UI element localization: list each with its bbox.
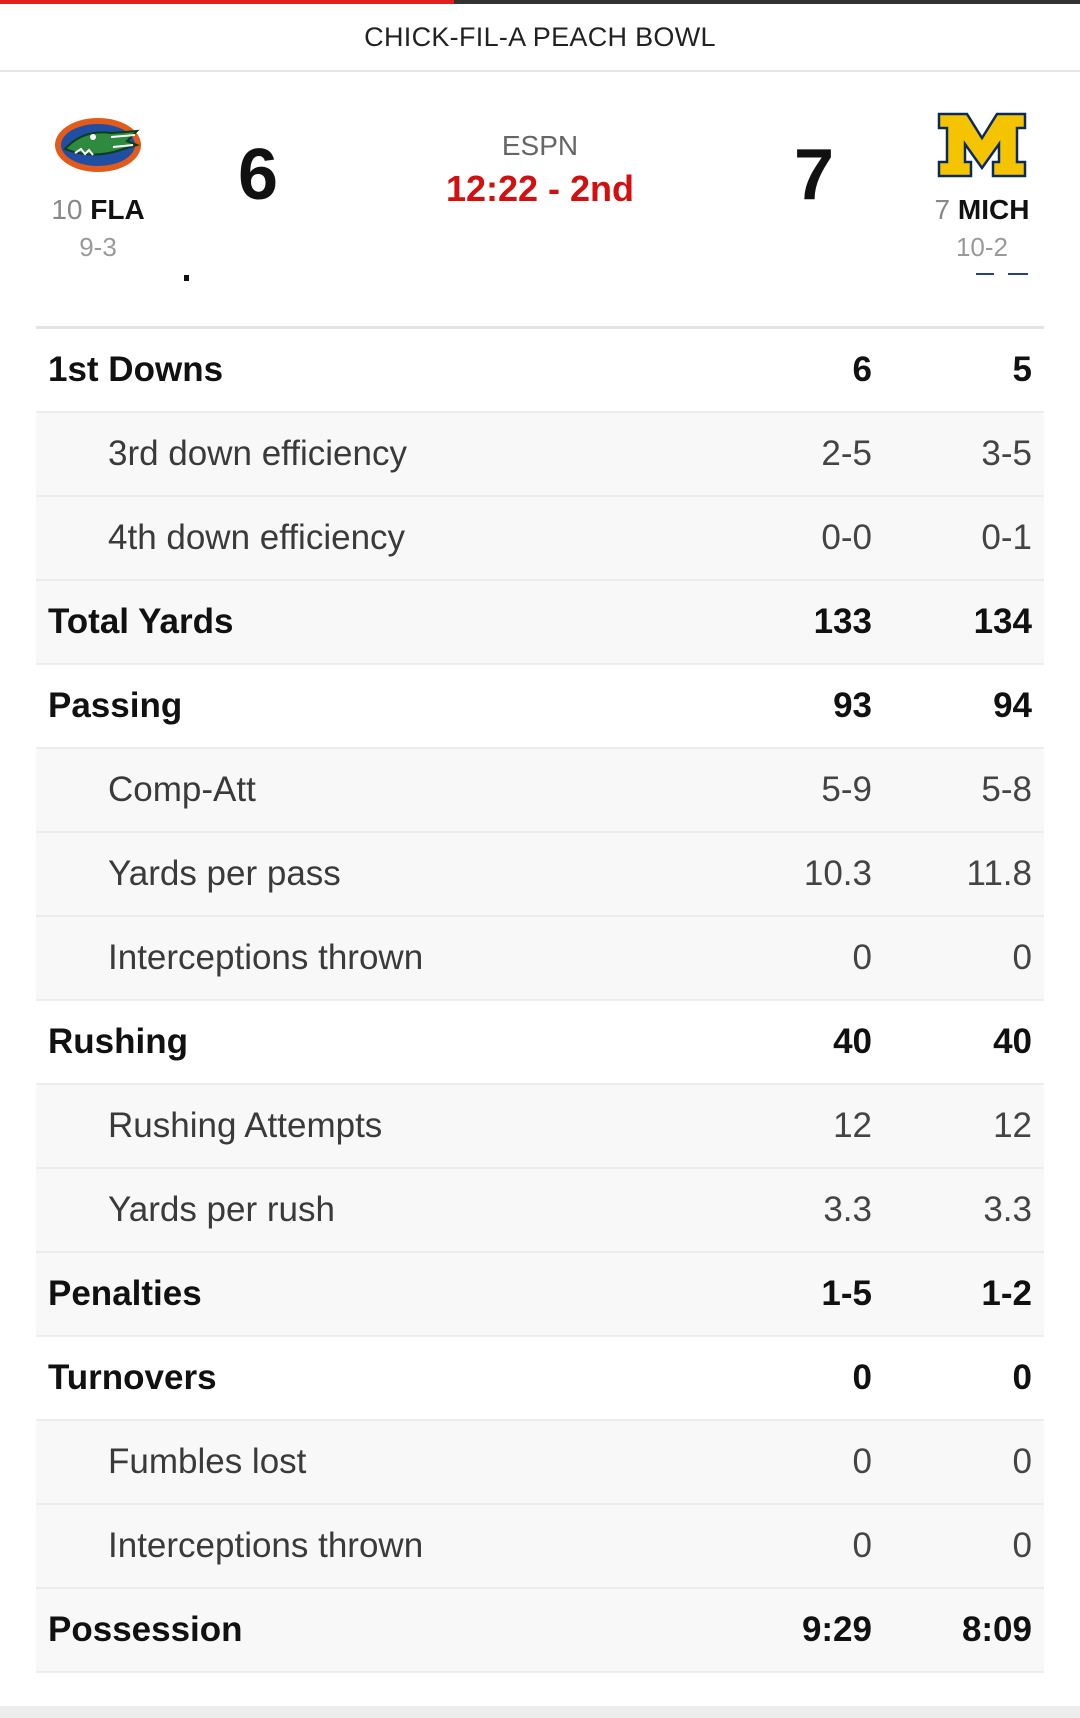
team-rank: 7 — [934, 194, 951, 225]
stat-value-fla: 6 — [852, 350, 872, 389]
stat-label: 3rd down efficiency — [108, 434, 407, 473]
stat-label: Rushing — [48, 1022, 188, 1061]
stat-value-fla: 9:29 — [801, 1610, 872, 1649]
stat-value-mich: 1-2 — [981, 1274, 1032, 1313]
stat-value-mich: 3-5 — [981, 434, 1032, 473]
stat-value-fla: 12 — [833, 1106, 872, 1145]
stat-value-mich: 0 — [1012, 1526, 1032, 1565]
team-abbr: MICH — [957, 194, 1030, 225]
team-stats-table: 1st Downs 6 5 3rd down efficiency 2-5 3-5 4th … — [36, 326, 1044, 1673]
stat-row: 1st Downs 6 5 — [36, 329, 1044, 413]
stat-value-mich: 5 — [1012, 350, 1032, 389]
stat-value-fla: 2-5 — [821, 434, 872, 473]
block-m-logo-icon — [902, 104, 1062, 186]
team-abbr: FLA — [90, 194, 145, 225]
stat-value-mich: 5-8 — [981, 770, 1032, 809]
stat-label: Comp-Att — [108, 770, 256, 809]
stat-value-mich: 0 — [1012, 1442, 1032, 1481]
stat-row: Yards per rush 3.3 3.3 — [36, 1169, 1044, 1253]
gator-logo-icon — [18, 104, 178, 186]
stat-value-mich: 11.8 — [966, 854, 1032, 893]
stat-row: 3rd down efficiency 2-5 3-5 — [36, 413, 1044, 497]
team-record: 9-3 — [79, 232, 117, 262]
mich-score: 7 — [794, 135, 835, 215]
stat-row: Interceptions thrown 0 0 — [36, 1505, 1044, 1589]
bottom-edge — [0, 1706, 1080, 1718]
stat-value-fla: 10.3 — [803, 854, 872, 893]
bowl-title: CHICK-FIL-A PEACH BOWL — [364, 21, 716, 52]
stat-row: Passing 93 94 — [36, 665, 1044, 749]
stat-value-fla: 40 — [833, 1022, 872, 1061]
team-record: 10-2 — [955, 232, 1009, 262]
stat-value-mich: 94 — [993, 686, 1032, 725]
stat-value-fla: 0 — [852, 1358, 872, 1397]
stat-row: Turnovers 0 0 — [36, 1337, 1044, 1421]
stat-label: Yards per rush — [108, 1190, 335, 1229]
scrolled-content-fragment — [976, 273, 994, 275]
stat-value-mich: 8:09 — [961, 1610, 1032, 1649]
stat-value-fla: 93 — [833, 686, 872, 725]
team-mich[interactable]: 7 MICH 10-2 — [902, 104, 1062, 263]
network-label: ESPN — [501, 130, 579, 161]
stat-value-mich: 134 — [973, 602, 1032, 641]
stat-label: Turnovers — [48, 1358, 217, 1397]
game-status: ESPN 12:22 - 2nd — [390, 130, 690, 210]
stat-value-mich: 40 — [993, 1022, 1032, 1061]
stat-row: Rushing 40 40 — [36, 1001, 1044, 1085]
stat-value-fla: 3.3 — [823, 1190, 872, 1229]
stat-row: Total Yards 133 134 — [36, 581, 1044, 665]
stat-label: Fumbles lost — [108, 1442, 307, 1481]
stat-value-mich: 0 — [1012, 1358, 1032, 1397]
game-clock: 12:22 - 2nd — [445, 168, 635, 209]
stat-value-fla: 133 — [813, 602, 872, 641]
stat-label: Yards per pass — [108, 854, 341, 893]
stat-value-mich: 12 — [993, 1106, 1032, 1145]
stat-value-fla: 0 — [852, 938, 872, 977]
stat-label: Passing — [48, 686, 183, 725]
stat-label: 4th down efficiency — [108, 518, 406, 557]
stat-label: Interceptions thrown — [108, 1526, 424, 1565]
stat-row: Interceptions thrown 0 0 — [36, 917, 1044, 1001]
fla-score: 6 — [238, 135, 279, 215]
scrolled-content-fragment — [1008, 273, 1028, 275]
game-progress-fill — [0, 0, 454, 4]
stat-label: Total Yards — [48, 602, 234, 641]
stat-value-mich: 0-1 — [981, 518, 1032, 557]
team-fla[interactable]: 10 FLA 9-3 — [18, 104, 178, 263]
stat-row: Yards per pass 10.3 11.8 — [36, 833, 1044, 917]
stat-label: Rushing Attempts — [108, 1106, 383, 1145]
game-progress-bar — [0, 0, 1080, 4]
stat-row: 4th down efficiency 0-0 0-1 — [36, 497, 1044, 581]
stat-row: Comp-Att 5-9 5-8 — [36, 749, 1044, 833]
stat-value-fla: 1-5 — [821, 1274, 872, 1313]
stat-label: Penalties — [48, 1274, 202, 1313]
stat-value-fla: 0 — [852, 1526, 872, 1565]
stat-value-mich: 3.3 — [983, 1190, 1032, 1229]
stat-label: Interceptions thrown — [108, 938, 424, 977]
scrolled-content-fragment — [184, 275, 189, 281]
stat-row: Rushing Attempts 12 12 — [36, 1085, 1044, 1169]
scoreboard: 10 FLA 9-3 6 ESPN 12:22 - 2nd 7 7 MICH 1… — [0, 74, 1080, 274]
stat-value-fla: 0 — [852, 1442, 872, 1481]
stat-label: Possession — [48, 1610, 243, 1649]
stat-value-fla: 5-9 — [821, 770, 872, 809]
stat-label: 1st Downs — [48, 350, 224, 389]
stat-value-fla: 0-0 — [821, 518, 872, 557]
stat-row: Penalties 1-5 1-2 — [36, 1253, 1044, 1337]
team-rank: 10 — [51, 194, 83, 225]
stat-value-mich: 0 — [1012, 938, 1032, 977]
stat-row: Fumbles lost 0 0 — [36, 1421, 1044, 1505]
stat-row: Possession 9:29 8:09 — [36, 1589, 1044, 1673]
page-header: CHICK-FIL-A PEACH BOWL — [0, 4, 1080, 72]
